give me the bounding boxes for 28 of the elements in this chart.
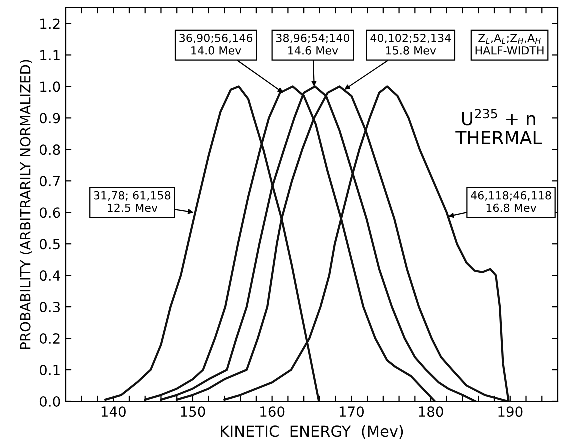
annotation: 46,118;46,118 16.8 Mev <box>471 191 552 212</box>
y-tick-label: 1.0 <box>40 82 60 92</box>
y-tick-label: 0.6 <box>40 208 60 218</box>
y-tick-label: 0.5 <box>40 239 60 250</box>
y-tick-label: 1.2 <box>40 18 60 30</box>
annotation: 31,78; 61,158 12.5 Mev <box>94 191 171 212</box>
y-tick-label: 0.7 <box>40 176 60 187</box>
annotation: 36,90;56,146 14.0 Mev <box>180 34 253 55</box>
y-tick-label: 0.4 <box>40 270 60 282</box>
y-tick-label: 0.8 <box>40 144 60 156</box>
y-tick-label: 0.2 <box>40 334 60 344</box>
x-tick-label: 160 <box>260 406 285 418</box>
y-axis-title: PROBABILITY (ARBITRARILY NORMALIZED) <box>20 60 32 350</box>
x-tick-label: 140 <box>102 406 126 418</box>
y-tick-label: 0.9 <box>40 113 60 124</box>
y-tick-label: 0.3 <box>40 302 60 313</box>
x-axis-title: KINETIC ENERGY (Mev) <box>221 425 404 439</box>
annotation: 38,96;54;140 14.6 Mev <box>276 34 350 55</box>
text: Z$_{L}$,A$_{L}$;Z$_{H}$,A$_{H}$ HALF-WIDTH <box>476 34 544 55</box>
x-tick-label: 170 <box>340 406 364 418</box>
y-tick-label: 0.0 <box>40 396 60 407</box>
y-tick-label: 0.1 <box>40 364 60 376</box>
x-tick-label: 180 <box>419 406 444 418</box>
x-tick-label: 150 <box>181 406 206 418</box>
annotation: 40,102;52,134 15.8 Mev <box>370 34 452 55</box>
annotation: U$^{235}$ + n THERMAL <box>456 109 542 144</box>
y-tick-label: 1.1 <box>40 50 60 60</box>
x-tick-label: 190 <box>498 406 523 418</box>
